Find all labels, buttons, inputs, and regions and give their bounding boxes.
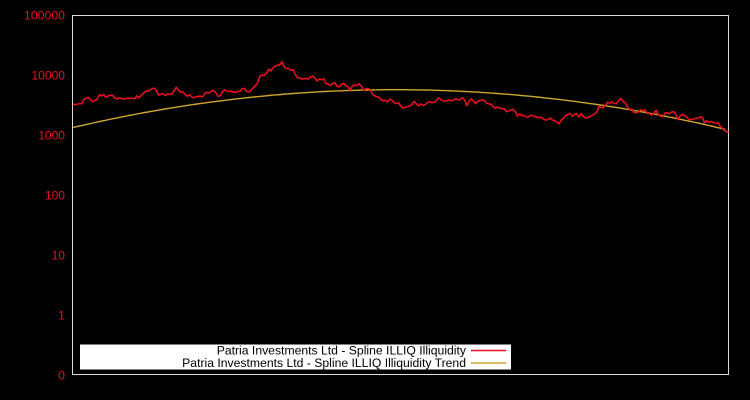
svg-text:Patria Investments Ltd - Splin: Patria Investments Ltd - Spline ILLIQ Il… <box>217 343 467 357</box>
svg-text:100: 100 <box>45 188 65 202</box>
svg-text:10: 10 <box>52 248 66 262</box>
svg-text:1000: 1000 <box>38 128 65 142</box>
svg-text:1: 1 <box>58 308 65 322</box>
svg-text:0: 0 <box>58 368 65 382</box>
svg-text:Patria Investments Ltd - Splin: Patria Investments Ltd - Spline ILLIQ Il… <box>182 356 466 370</box>
svg-text:10000: 10000 <box>32 68 66 82</box>
svg-text:100000: 100000 <box>24 8 65 22</box>
